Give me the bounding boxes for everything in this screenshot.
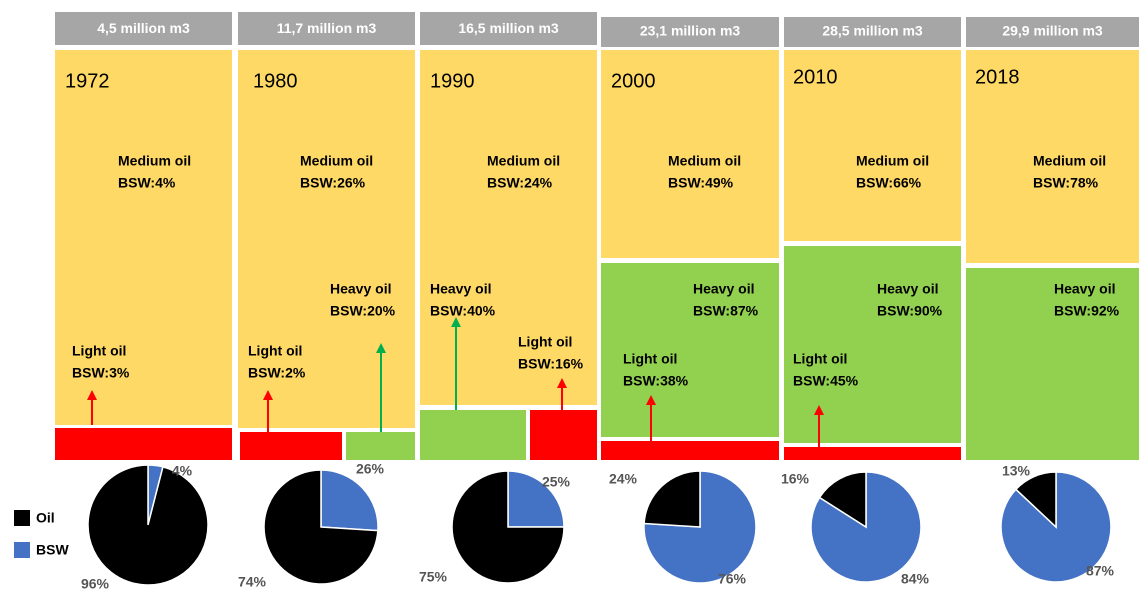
medium-oil-label: BSW:66% (856, 175, 922, 191)
segment-block (601, 263, 779, 437)
light-oil-label: Light oil (72, 343, 126, 359)
medium-oil-label: Medium oil (300, 153, 373, 169)
light-oil-label: Light oil (623, 351, 677, 367)
medium-oil-label: Medium oil (856, 153, 929, 169)
segment-block (966, 268, 1139, 460)
segment-block (420, 410, 526, 460)
year-label: 2010 (793, 66, 838, 88)
medium-oil-label: Medium oil (668, 153, 741, 169)
segment-block (530, 410, 597, 460)
segment-block (601, 50, 779, 258)
light-oil-label: BSW:3% (72, 365, 130, 381)
pie-value-label: 25% (542, 474, 571, 490)
header-bar (601, 17, 779, 47)
volume-label: 29,9 million m3 (1002, 23, 1103, 39)
pie-slice (643, 470, 701, 528)
pie-slice (320, 469, 379, 532)
volume-label: 28,5 million m3 (822, 23, 923, 39)
volume-label: 4,5 million m3 (97, 20, 190, 36)
heavy-oil-label: BSW:92% (1054, 303, 1120, 319)
segment-block (55, 428, 232, 460)
pie-slice (507, 470, 565, 528)
segment-block (238, 50, 415, 428)
light-oil-label: Light oil (518, 334, 572, 350)
heavy-oil-label: Heavy oil (693, 281, 754, 297)
pie-value-label: 96% (81, 576, 110, 591)
year-label: 1990 (430, 70, 475, 92)
pie-value-label: 13% (1002, 463, 1031, 479)
medium-oil-label: BSW:4% (118, 175, 176, 191)
pie-value-label: 87% (1086, 563, 1115, 579)
pie-slice (451, 470, 565, 584)
heavy-oil-label: Heavy oil (430, 281, 491, 297)
year-label: 2000 (611, 70, 656, 92)
segment-block (784, 246, 961, 443)
medium-oil-label: Medium oil (1033, 153, 1106, 169)
pie-value-label: 4% (172, 463, 193, 479)
header-bar (966, 17, 1139, 47)
medium-oil-label: BSW:49% (668, 175, 734, 191)
segment-block (55, 50, 232, 425)
medium-oil-label: Medium oil (487, 153, 560, 169)
medium-oil-label: BSW:78% (1033, 175, 1099, 191)
segment-block (420, 50, 597, 405)
pie-value-label: 84% (901, 571, 930, 587)
heavy-oil-label: Heavy oil (877, 281, 938, 297)
pie-value-label: 24% (609, 471, 638, 487)
legend-label: BSW (36, 542, 69, 558)
heavy-oil-label: BSW:40% (430, 303, 496, 319)
pie-value-label: 75% (419, 569, 448, 585)
header-bar (55, 12, 232, 45)
medium-oil-label: BSW:26% (300, 175, 366, 191)
pie-slice (818, 471, 867, 529)
heavy-oil-label: Heavy oil (1054, 281, 1115, 297)
medium-oil-label: Medium oil (118, 153, 191, 169)
pie-value-label: 26% (356, 461, 385, 477)
year-label: 1972 (65, 70, 110, 92)
segment-block (240, 432, 342, 460)
segment-block (784, 50, 961, 241)
heavy-oil-label: BSW:87% (693, 303, 759, 319)
year-label: 1980 (253, 70, 298, 92)
header-bar (784, 17, 961, 47)
pie-slice (1014, 471, 1057, 529)
heavy-oil-label: BSW:20% (330, 303, 396, 319)
pie-value-label: 76% (718, 571, 747, 587)
volume-label: 23,1 million m3 (640, 23, 741, 39)
heavy-oil-label: Heavy oil (330, 281, 391, 297)
volume-label: 11,7 million m3 (277, 20, 377, 36)
light-oil-label: BSW:45% (793, 373, 859, 389)
pie-value-label: 16% (781, 471, 810, 487)
legend-swatch (14, 542, 30, 558)
segment-block (966, 50, 1139, 263)
light-oil-label: BSW:38% (623, 373, 689, 389)
pie-slice (263, 469, 379, 585)
segment-block (784, 447, 961, 460)
light-oil-label: Light oil (248, 343, 302, 359)
heavy-oil-label: BSW:90% (877, 303, 943, 319)
light-oil-label: BSW:16% (518, 356, 584, 372)
light-oil-label: BSW:2% (248, 365, 306, 381)
medium-oil-label: BSW:24% (487, 175, 553, 191)
header-bar (420, 12, 597, 45)
pie-slice (87, 464, 209, 586)
legend-label: Oil (36, 510, 55, 526)
light-oil-label: Light oil (793, 351, 847, 367)
segment-block (601, 441, 779, 460)
volume-label: 16,5 million m3 (458, 20, 559, 36)
header-bar (238, 12, 415, 45)
pie-value-label: 74% (238, 574, 267, 590)
segment-block (346, 432, 415, 460)
year-label: 2018 (975, 66, 1020, 88)
legend-swatch (14, 510, 30, 526)
